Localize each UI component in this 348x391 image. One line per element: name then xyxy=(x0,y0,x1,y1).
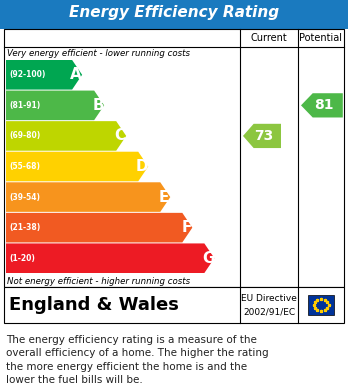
Bar xyxy=(308,295,334,315)
Text: The energy efficiency rating is a measure of the
overall efficiency of a home. T: The energy efficiency rating is a measur… xyxy=(6,335,269,385)
Polygon shape xyxy=(243,124,281,148)
Text: (21-38): (21-38) xyxy=(9,223,40,232)
Polygon shape xyxy=(6,182,170,212)
Text: (1-20): (1-20) xyxy=(9,254,35,263)
Text: Current: Current xyxy=(251,33,287,43)
Polygon shape xyxy=(6,244,214,273)
Text: (81-91): (81-91) xyxy=(9,101,40,110)
Polygon shape xyxy=(6,60,82,90)
Polygon shape xyxy=(301,93,343,117)
Polygon shape xyxy=(6,91,104,120)
Text: B: B xyxy=(92,98,104,113)
Text: 81: 81 xyxy=(314,99,334,112)
Text: (39-54): (39-54) xyxy=(9,193,40,202)
Text: C: C xyxy=(114,128,126,143)
Text: Not energy efficient - higher running costs: Not energy efficient - higher running co… xyxy=(7,276,190,285)
Text: G: G xyxy=(202,251,215,266)
Bar xyxy=(0,0,348,29)
Text: Energy Efficiency Rating: Energy Efficiency Rating xyxy=(69,5,279,20)
Text: England & Wales: England & Wales xyxy=(9,296,179,314)
Text: F: F xyxy=(181,220,191,235)
Text: (69-80): (69-80) xyxy=(9,131,40,140)
Text: (55-68): (55-68) xyxy=(9,162,40,171)
Text: Potential: Potential xyxy=(300,33,342,43)
Text: EU Directive: EU Directive xyxy=(241,294,297,303)
Text: (92-100): (92-100) xyxy=(9,70,45,79)
Polygon shape xyxy=(6,152,148,181)
Text: 73: 73 xyxy=(254,129,274,143)
Text: A: A xyxy=(70,67,82,82)
Bar xyxy=(4,29,344,287)
Text: E: E xyxy=(159,190,169,204)
Text: D: D xyxy=(136,159,149,174)
Polygon shape xyxy=(6,121,126,151)
Bar xyxy=(4,287,344,323)
Text: 2002/91/EC: 2002/91/EC xyxy=(243,308,295,317)
Polygon shape xyxy=(6,213,192,242)
Text: Very energy efficient - lower running costs: Very energy efficient - lower running co… xyxy=(7,48,190,57)
